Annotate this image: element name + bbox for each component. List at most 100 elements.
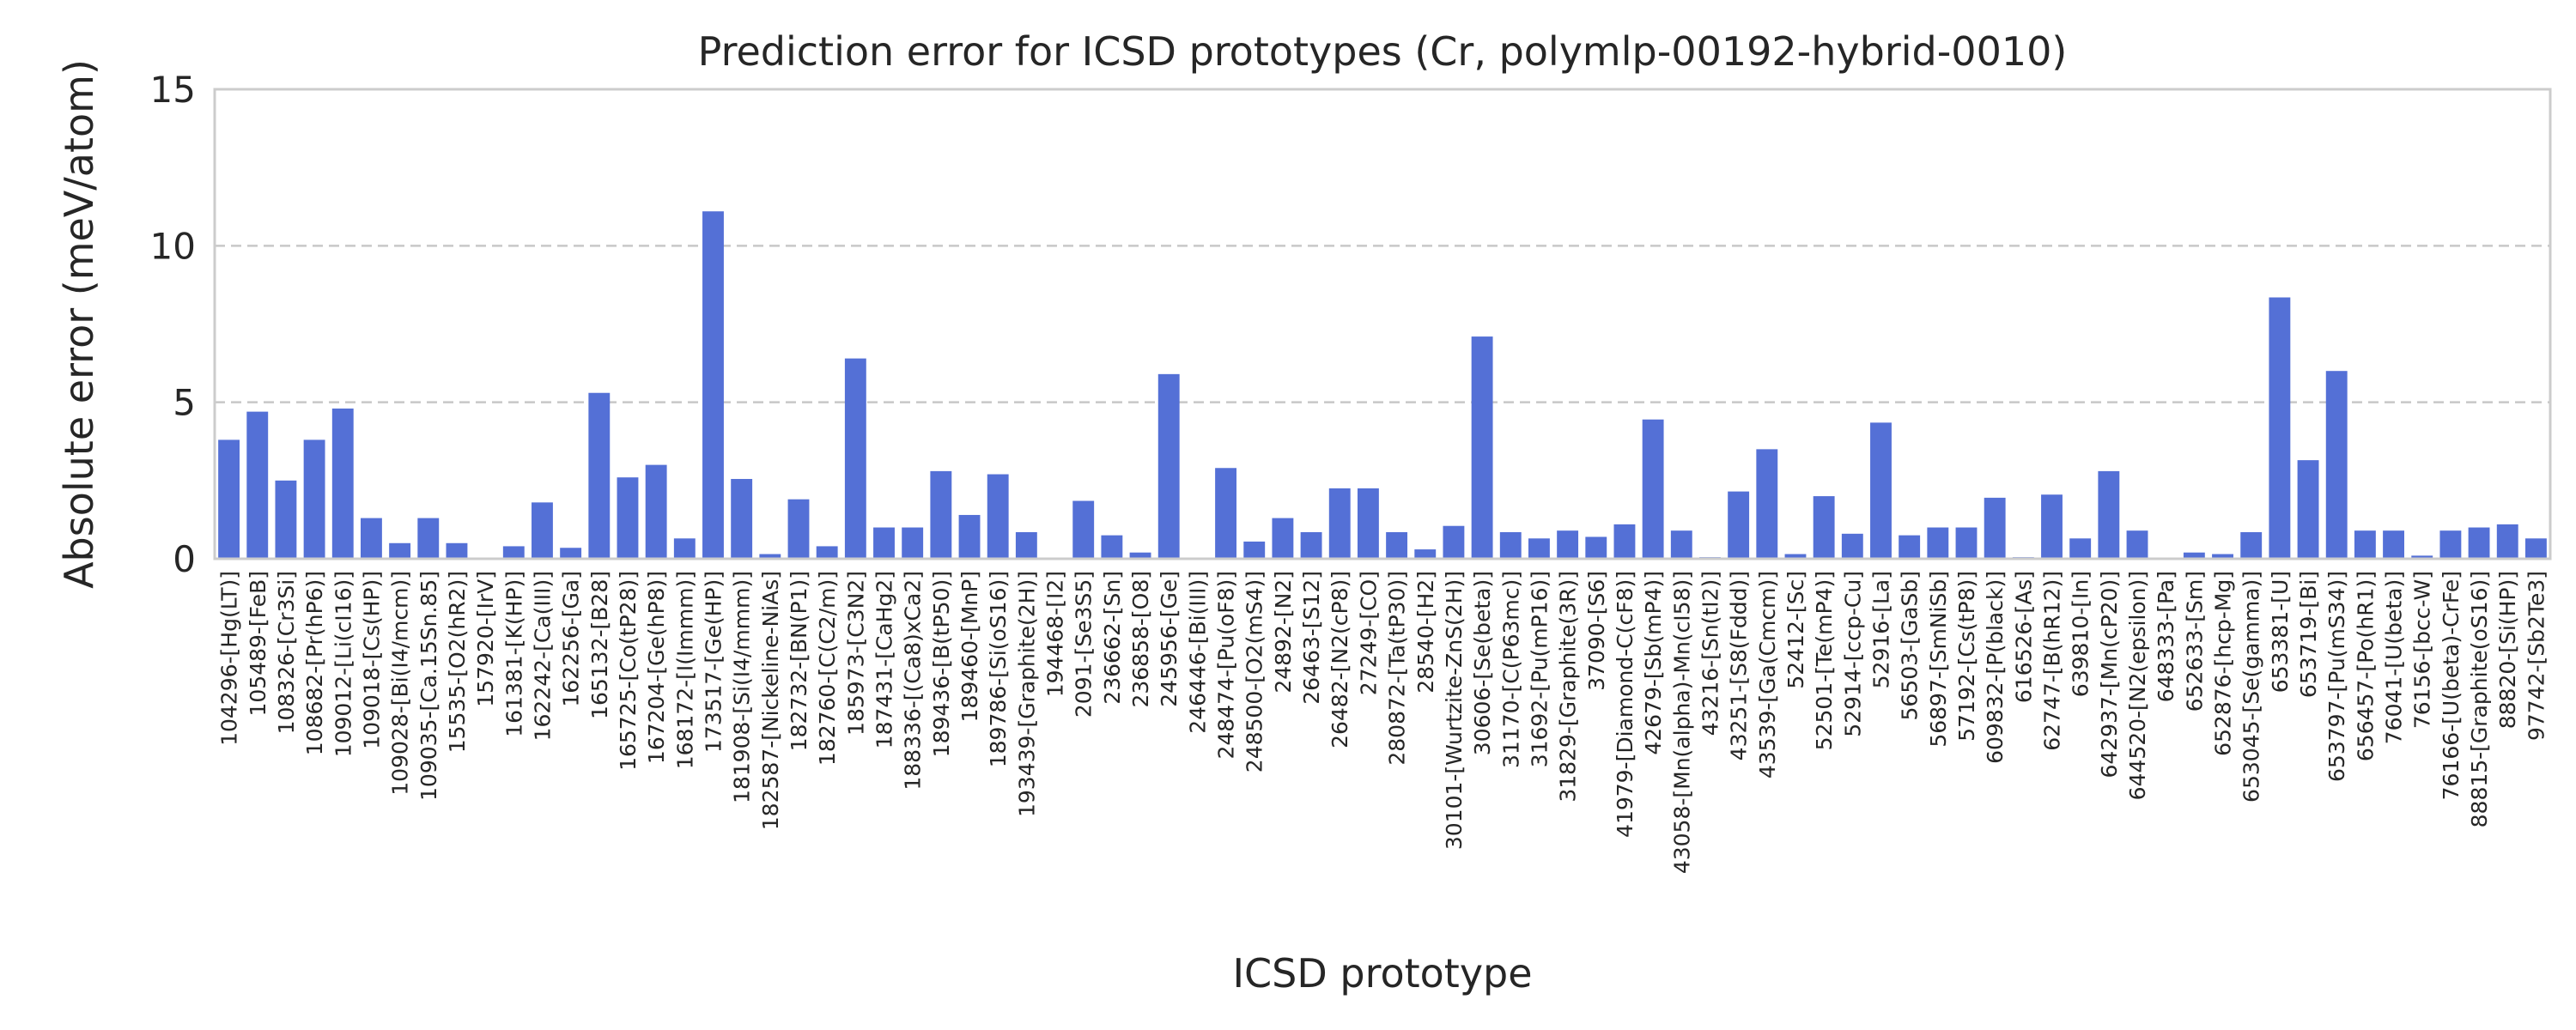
bar	[1215, 468, 1236, 559]
bar	[2496, 524, 2518, 559]
x-tick-label: 173517-[Ge(HP)]	[701, 571, 726, 753]
bar	[987, 474, 1009, 559]
x-tick-label: 31170-[C(P63mc)]	[1498, 571, 1523, 768]
x-tick-label: 56897-[SmNiSb]	[1926, 571, 1951, 748]
bar	[1386, 532, 1408, 559]
bar	[2439, 530, 2462, 559]
bar	[1642, 419, 1664, 559]
x-tick-label: 639810-[In]	[2069, 571, 2093, 697]
x-tick-label: 15535-[O2(hR2)]	[445, 571, 470, 753]
x-tick-label: 245956-[Ge]	[1157, 571, 1182, 707]
bar	[1328, 488, 1351, 559]
bar	[1927, 527, 1949, 559]
x-tick-label: 185973-[C3N2]	[843, 571, 868, 736]
x-tick-label: 162256-[Ga]	[559, 571, 584, 707]
x-tick-label: 27249-[CO]	[1356, 571, 1381, 695]
bar	[417, 518, 440, 559]
bar	[1015, 532, 1037, 559]
bar	[1670, 530, 1692, 559]
bar	[2126, 530, 2148, 559]
gridlines	[215, 245, 2550, 403]
bar	[1414, 549, 1437, 559]
bar	[958, 514, 981, 559]
x-tick-label: 41979-[Diamond-C(cF8)]	[1613, 571, 1637, 838]
bar	[844, 358, 866, 559]
bar	[1756, 449, 1778, 559]
x-tick-label: 108326-[Cr3Si]	[274, 571, 299, 734]
bar	[560, 548, 582, 559]
x-tick-label: 165725-[Co(tP28)]	[616, 571, 641, 771]
x-tick-label: 26463-[S12]	[1299, 571, 1324, 705]
x-tick-label: 161381-[K(HP)]	[501, 571, 526, 737]
chart-title: Prediction error for ICSD prototypes (Cr…	[698, 28, 2068, 75]
bar	[1443, 525, 1465, 559]
x-tick-label: 157920-[IrV]	[473, 571, 498, 707]
bar	[1101, 535, 1123, 559]
x-tick-label: 26482-[N2(cP8)]	[1327, 571, 1352, 748]
x-tick-label: 168172-[I(Immm)]	[672, 571, 697, 769]
bar	[1528, 538, 1550, 559]
x-tick-label: 30606-[Se(beta)]	[1470, 571, 1495, 755]
x-tick-label: 88815-[Graphite(oS16)]	[2467, 571, 2492, 827]
y-tick-label: 5	[173, 382, 196, 424]
bar	[389, 542, 411, 559]
x-tick-label: 236858-[O8]	[1128, 571, 1153, 708]
x-tick-label: 52501-[Te(mP4)]	[1812, 571, 1837, 750]
bar	[873, 527, 895, 559]
bar	[787, 499, 810, 559]
bar	[1557, 530, 1579, 559]
x-tick-label: 57192-[Cs(tP8)]	[1954, 571, 1979, 742]
bar	[702, 211, 724, 559]
x-tick-label: 248474-[Pu(oF8)]	[1214, 571, 1239, 760]
x-tick-label: 43058-[Mn(alpha)-Mn(cI58)]	[1669, 571, 1694, 874]
bar	[2411, 555, 2433, 559]
x-tick-label: 52412-[Sc]	[1783, 571, 1808, 689]
bar	[1157, 373, 1180, 559]
bar	[1784, 554, 1807, 559]
bar	[1813, 496, 1835, 559]
x-tick-label: 76156-[bcc-W]	[2410, 571, 2435, 729]
bar	[1357, 488, 1379, 559]
bar	[930, 470, 952, 559]
bar	[759, 554, 781, 559]
bar	[446, 542, 468, 559]
bar	[1585, 536, 1607, 559]
x-tick-label: 656457-[Po(hR1)]	[2353, 571, 2378, 761]
bar	[303, 439, 325, 559]
x-tick-label: 182760-[C(C2/m)]	[815, 571, 840, 766]
bar	[1955, 527, 1978, 559]
bar	[218, 439, 240, 559]
bar	[2212, 554, 2233, 559]
bar	[1471, 336, 1493, 559]
bar	[2325, 371, 2348, 559]
x-tick-label: 648333-[Pa]	[2154, 571, 2178, 702]
x-tick-label: 88820-[Si(HP)]	[2495, 571, 2520, 729]
x-tick-label: 182587-[Nickeline-NiAs]	[758, 571, 783, 830]
bar	[588, 392, 611, 559]
bar	[731, 479, 753, 559]
x-tick-label: 109035-[Ca.15Sn.85]	[416, 571, 441, 801]
x-tick-label: 109012-[Li(cI16)]	[331, 571, 355, 757]
bar	[673, 538, 696, 559]
x-tick-label: 187431-[CaHg2]	[872, 571, 897, 748]
bar	[617, 477, 639, 559]
x-tick-label: 165132-[B28]	[587, 571, 612, 719]
x-tick-label: 37090-[S6]	[1584, 571, 1609, 691]
x-tick-label: 280872-[Ta(tP30)]	[1385, 571, 1410, 766]
x-tick-label: 76041-[U(beta)]	[2382, 571, 2407, 744]
x-tick-label: 642937-[Mn(cP20)]	[2097, 571, 2122, 779]
bar	[1899, 535, 1921, 559]
x-tick-label: 653719-[Bi]	[2296, 571, 2321, 698]
bar	[502, 546, 525, 559]
bar	[331, 408, 354, 559]
x-tick-label: 189460-[MnP]	[957, 571, 982, 722]
x-tick-label: 43539-[Ga(Cmcm)]	[1755, 571, 1780, 779]
bar	[1728, 491, 1750, 559]
x-tick-label: 42679-[Sb(mP4)]	[1641, 571, 1666, 755]
x-tick-label: 167204-[Ge(hP8)]	[644, 571, 669, 764]
x-tick-label: 653045-[Se(gamma)]	[2239, 571, 2264, 803]
x-tick-label: 109028-[Bi(I4/mcm)]	[388, 571, 413, 796]
x-tick-label: 52914-[ccp-Cu]	[1840, 571, 1865, 737]
y-axis-label: Absolute error (meV/atom)	[56, 59, 102, 589]
